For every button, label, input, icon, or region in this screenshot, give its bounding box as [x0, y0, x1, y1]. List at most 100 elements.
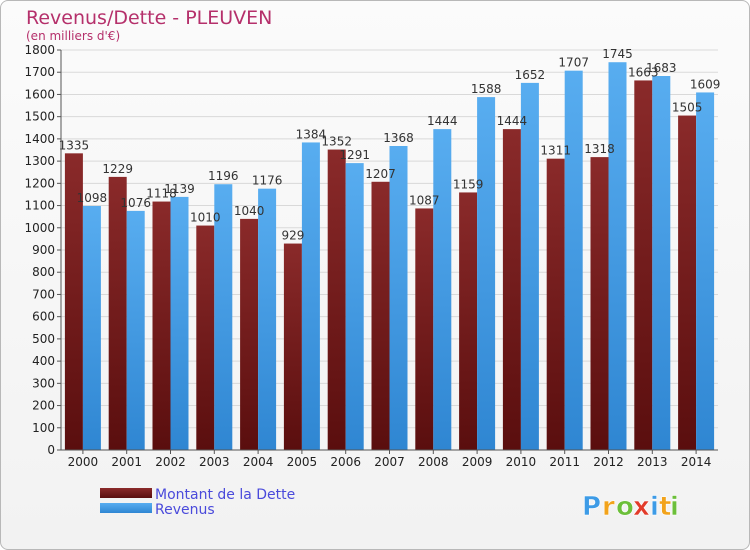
bar-revenus — [258, 188, 277, 450]
legend-swatch-dette — [100, 488, 152, 498]
y-tick-label: 1400 — [24, 132, 55, 146]
bar-dette — [64, 153, 83, 451]
bar-dette — [502, 129, 521, 450]
y-tick-label: 700 — [32, 287, 55, 301]
y-tick-label: 800 — [32, 265, 55, 279]
x-tick-label: 2002 — [155, 455, 186, 469]
bar-revenus — [696, 92, 715, 450]
bar-revenus — [652, 76, 671, 450]
y-tick-label: 1200 — [24, 176, 55, 190]
data-label-revenus: 1444 — [427, 114, 458, 128]
data-label-revenus: 1745 — [602, 47, 633, 61]
y-tick-label: 500 — [32, 332, 55, 346]
x-tick-label: 2010 — [506, 455, 537, 469]
bar-dette — [590, 157, 609, 450]
x-tick-label: 2008 — [418, 455, 449, 469]
x-tick-label: 2007 — [374, 455, 405, 469]
bar-dette — [415, 208, 434, 450]
bar-dette — [459, 192, 478, 450]
data-label-revenus: 1196 — [208, 169, 239, 183]
chart-title: Revenus/Dette - PLEUVEN — [26, 7, 272, 29]
x-tick-label: 2000 — [68, 455, 99, 469]
x-axis-ticks: 2000 2001 2002 2003 2004 2005 2006 2007 2008 2009… — [68, 450, 712, 469]
bar-dette — [371, 181, 390, 450]
x-tick-label: 2011 — [549, 455, 580, 469]
data-label-dette: 1159 — [453, 177, 484, 191]
bar-revenus — [170, 196, 189, 450]
y-tick-label: 1000 — [24, 221, 55, 235]
data-label-dette: 1663 — [628, 65, 659, 79]
y-axis-ticks: 0 100 200 300 400 500 600 700 800 900 1000 1100 1200… — [24, 43, 61, 457]
data-label-dette: 1010 — [190, 211, 221, 225]
data-label-revenus: 1588 — [471, 82, 502, 96]
data-label-dette: 1444 — [497, 114, 528, 128]
y-tick-label: 1300 — [24, 154, 55, 168]
logo-letter: i — [650, 492, 659, 522]
y-tick-label: 900 — [32, 243, 55, 257]
y-tick-label: 1500 — [24, 110, 55, 124]
y-tick-label: 0 — [47, 443, 55, 457]
data-label-revenus: 1076 — [120, 196, 151, 210]
x-tick-label: 2013 — [637, 455, 668, 469]
y-tick-label: 1800 — [24, 43, 55, 57]
bar-revenus — [564, 70, 583, 451]
data-label-dette: 929 — [281, 229, 304, 243]
bar-revenus — [214, 184, 233, 450]
x-tick-label: 2003 — [199, 455, 230, 469]
bar-revenus — [389, 146, 408, 450]
logo-letter: o — [616, 492, 634, 522]
bar-dette — [678, 115, 697, 451]
data-label-revenus: 1368 — [383, 131, 414, 145]
y-tick-label: 1700 — [24, 65, 55, 79]
y-tick-label: 1100 — [24, 199, 55, 213]
logo-letter: P — [582, 492, 601, 522]
data-label-dette: 1311 — [540, 144, 571, 158]
bar-dette — [196, 225, 215, 450]
bar-dette — [283, 243, 302, 450]
data-label-dette: 1207 — [365, 167, 396, 181]
data-label-revenus: 1609 — [690, 77, 721, 91]
data-label-dette: 1229 — [102, 162, 133, 176]
data-label-revenus: 1176 — [252, 174, 283, 188]
bar-dette — [240, 218, 259, 450]
data-label-dette: 1087 — [409, 193, 440, 207]
data-label-dette: 1318 — [584, 142, 615, 156]
data-label-dette: 1040 — [234, 204, 265, 218]
y-tick-label: 1600 — [24, 87, 55, 101]
chart-subtitle: (en milliers d'€) — [26, 29, 120, 43]
data-label-revenus: 1707 — [558, 56, 589, 70]
x-tick-label: 2005 — [287, 455, 318, 469]
x-tick-label: 2001 — [111, 455, 142, 469]
data-label-dette: 1352 — [321, 135, 352, 149]
data-label-dette: 1335 — [59, 138, 90, 152]
bar-revenus — [82, 206, 101, 450]
bar-dette — [108, 176, 127, 450]
x-tick-label: 2014 — [681, 455, 712, 469]
bar-dette — [546, 158, 565, 450]
bar-dette — [634, 80, 653, 450]
bars — [64, 62, 715, 451]
y-tick-label: 600 — [32, 310, 55, 324]
bar-revenus — [477, 97, 496, 450]
bar-dette — [327, 149, 346, 451]
logo-letter: i — [670, 492, 679, 522]
y-tick-label: 300 — [32, 376, 55, 390]
logo-letter: t — [659, 492, 671, 522]
y-tick-label: 200 — [32, 399, 55, 413]
data-label-revenus: 1652 — [515, 68, 546, 82]
data-label-revenus: 1683 — [646, 61, 677, 75]
bar-revenus — [433, 129, 452, 450]
x-tick-label: 2004 — [243, 455, 274, 469]
bar-revenus — [608, 62, 627, 450]
legend-label-dette: Montant de la Dette — [155, 487, 295, 503]
data-label-revenus: 1139 — [164, 182, 195, 196]
data-label-revenus: 1291 — [339, 148, 370, 162]
axes — [60, 50, 718, 451]
y-tick-label: 400 — [32, 354, 55, 368]
x-tick-label: 2009 — [462, 455, 493, 469]
data-label-dette: 1118 — [146, 187, 177, 201]
bar-revenus — [520, 82, 539, 450]
